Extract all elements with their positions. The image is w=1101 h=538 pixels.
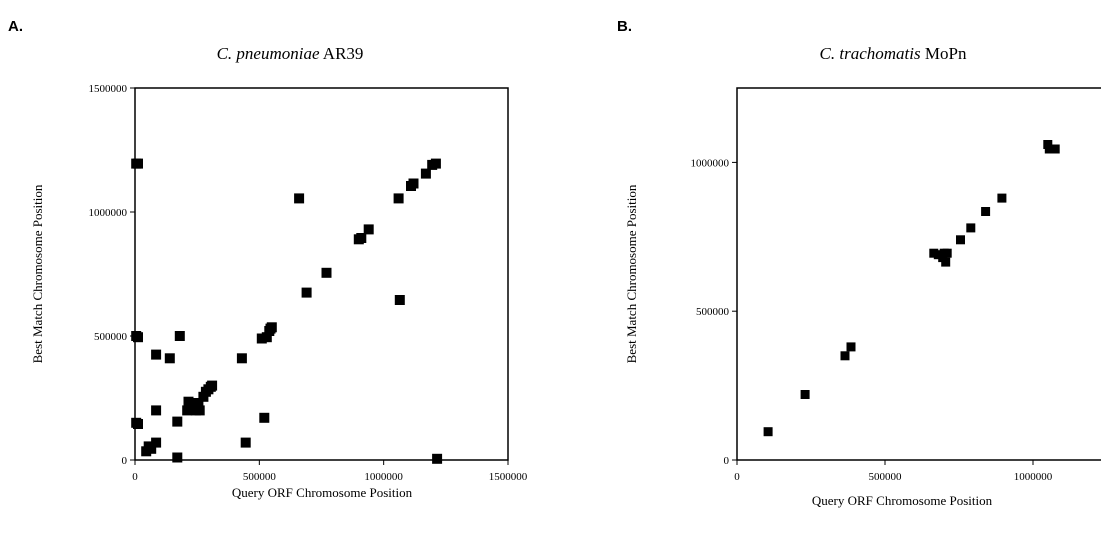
chart-a-point <box>261 332 272 343</box>
chart-b-point <box>966 223 976 233</box>
chart-a-point <box>133 158 143 169</box>
chart-a-x-tick-label: 500000 <box>243 471 277 483</box>
chart-b-point <box>1044 144 1054 154</box>
chart-a-point <box>408 178 419 189</box>
chart-b-title-species: C. trachomatis <box>819 44 921 63</box>
chart-a-x-tick-label: 0 <box>132 471 138 483</box>
chart-a-point <box>266 322 277 333</box>
chart-b-point <box>941 257 951 267</box>
chart-a-point <box>172 452 183 463</box>
chart-a-point <box>394 295 405 305</box>
chart-b-x-tick-label: 500000 <box>869 471 903 483</box>
chart-a-point <box>236 353 247 364</box>
chart-a-point <box>172 416 183 427</box>
chart-a-y-tick-label: 1000000 <box>89 207 128 219</box>
chart-a-y-tick-label: 0 <box>122 455 128 467</box>
chart-a-point <box>259 412 270 423</box>
chart-a-point <box>133 419 143 429</box>
chart-a-point <box>393 193 404 204</box>
chart-a-point <box>146 443 157 454</box>
chart-a-point <box>151 405 162 416</box>
chart-a-point <box>240 437 251 448</box>
chart-a-y-tick-label: 1500000 <box>89 83 128 95</box>
chart-a-point <box>420 168 431 179</box>
chart-a-plot-frame <box>134 87 509 461</box>
chart-b-y-tick-label: 1000000 <box>691 157 730 169</box>
chart-b-point <box>846 342 856 352</box>
chart-a-point <box>174 331 185 341</box>
chart-a-point <box>151 349 162 360</box>
chart-b-point <box>956 235 965 245</box>
chart-b-point <box>800 390 810 399</box>
chart-b-y-tick-label: 500000 <box>696 306 730 318</box>
chart-b-point <box>942 248 952 258</box>
chart-a-point <box>301 287 312 298</box>
chart-b-title: C. trachomatis MoPn <box>820 44 967 64</box>
panel-b-letter: B. <box>617 18 632 35</box>
chart-b-x-tick-label: 0 <box>734 471 740 483</box>
chart-a-title-species: C. pneumoniae <box>216 44 320 63</box>
chart-b-point <box>997 193 1007 203</box>
chart-a: 0 500000 1000000 1500000 0 500000 1000000 15000… <box>30 83 528 500</box>
chart-a-x-axis-label: Query ORF Chromosome Position <box>232 485 413 500</box>
chart-a-title-strain: AR39 <box>319 44 364 63</box>
chart-b-point <box>981 207 991 216</box>
chart-a-point <box>432 453 443 464</box>
chart-b-plot-frame <box>736 87 1101 461</box>
chart-b-ticks: 0 500000 1000000 0 500000 1000000 <box>691 157 1053 483</box>
chart-b-title-strain: MoPn <box>920 44 967 63</box>
chart-b-point <box>763 427 773 437</box>
chart-a-point <box>356 233 367 243</box>
chart-a-point <box>151 437 162 448</box>
chart-a-point <box>193 398 204 408</box>
chart-b-y-tick-label: 0 <box>724 455 730 467</box>
chart-a-y-axis-label: Best Match Chromosome Position <box>30 184 45 363</box>
chart-b: 0 500000 1000000 0 500000 1000000 Query ORF C… <box>624 87 1101 508</box>
chart-a-point <box>194 405 205 416</box>
chart-a-y-tick-label: 500000 <box>94 331 128 343</box>
chart-a-point <box>321 267 332 278</box>
chart-a-points <box>131 158 443 464</box>
chart-b-y-axis-label: Best Match Chromosome Position <box>624 184 639 363</box>
chart-a-point <box>294 193 305 204</box>
chart-b-x-tick-label: 1000000 <box>1014 471 1053 483</box>
chart-b-x-axis-label: Query ORF Chromosome Position <box>812 493 993 508</box>
chart-b-point <box>1050 144 1060 154</box>
chart-a-ticks: 0 500000 1000000 1500000 0 500000 1000000 15000… <box>89 83 528 483</box>
chart-b-points <box>763 140 1060 437</box>
panel-a-letter: A. <box>8 18 23 35</box>
chart-a-point <box>430 158 441 169</box>
chart-a-x-tick-label: 1500000 <box>489 471 528 483</box>
chart-a-point <box>363 224 374 235</box>
chart-a-x-tick-label: 1000000 <box>364 471 403 483</box>
chart-a-title: C. pneumoniae AR39 <box>217 44 364 64</box>
chart-b-point <box>840 351 850 361</box>
chart-a-point <box>207 380 218 391</box>
chart-a-point <box>164 353 175 364</box>
chart-a-point <box>133 332 143 343</box>
